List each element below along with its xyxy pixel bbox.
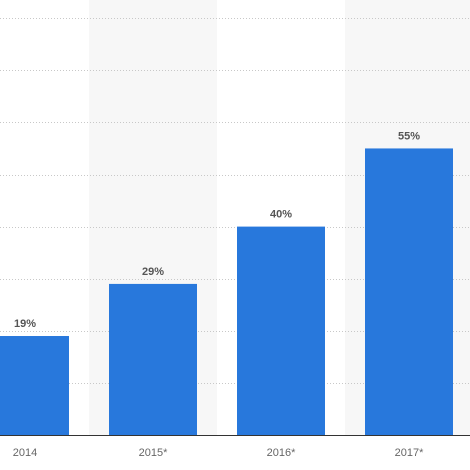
bar-2014 [0,336,69,435]
value-label: 29% [142,266,164,278]
x-axis-tick-labels: 2014 2015* 2016* 2017* [13,447,424,459]
value-label: 19% [14,318,36,330]
bar-2017 [365,148,453,435]
bar-2016 [237,226,325,435]
x-tick-label: 2017* [395,447,424,459]
x-tick-label: 2014 [13,447,37,459]
value-label: 40% [270,209,292,221]
gridlines [0,18,470,384]
x-tick-label: 2015* [139,447,168,459]
value-label: 55% [398,130,420,142]
value-labels: 19% 29% 40% 55% [14,130,420,330]
x-tick-label: 2016* [267,447,296,459]
bar-2015 [109,283,197,435]
bars [0,148,453,435]
